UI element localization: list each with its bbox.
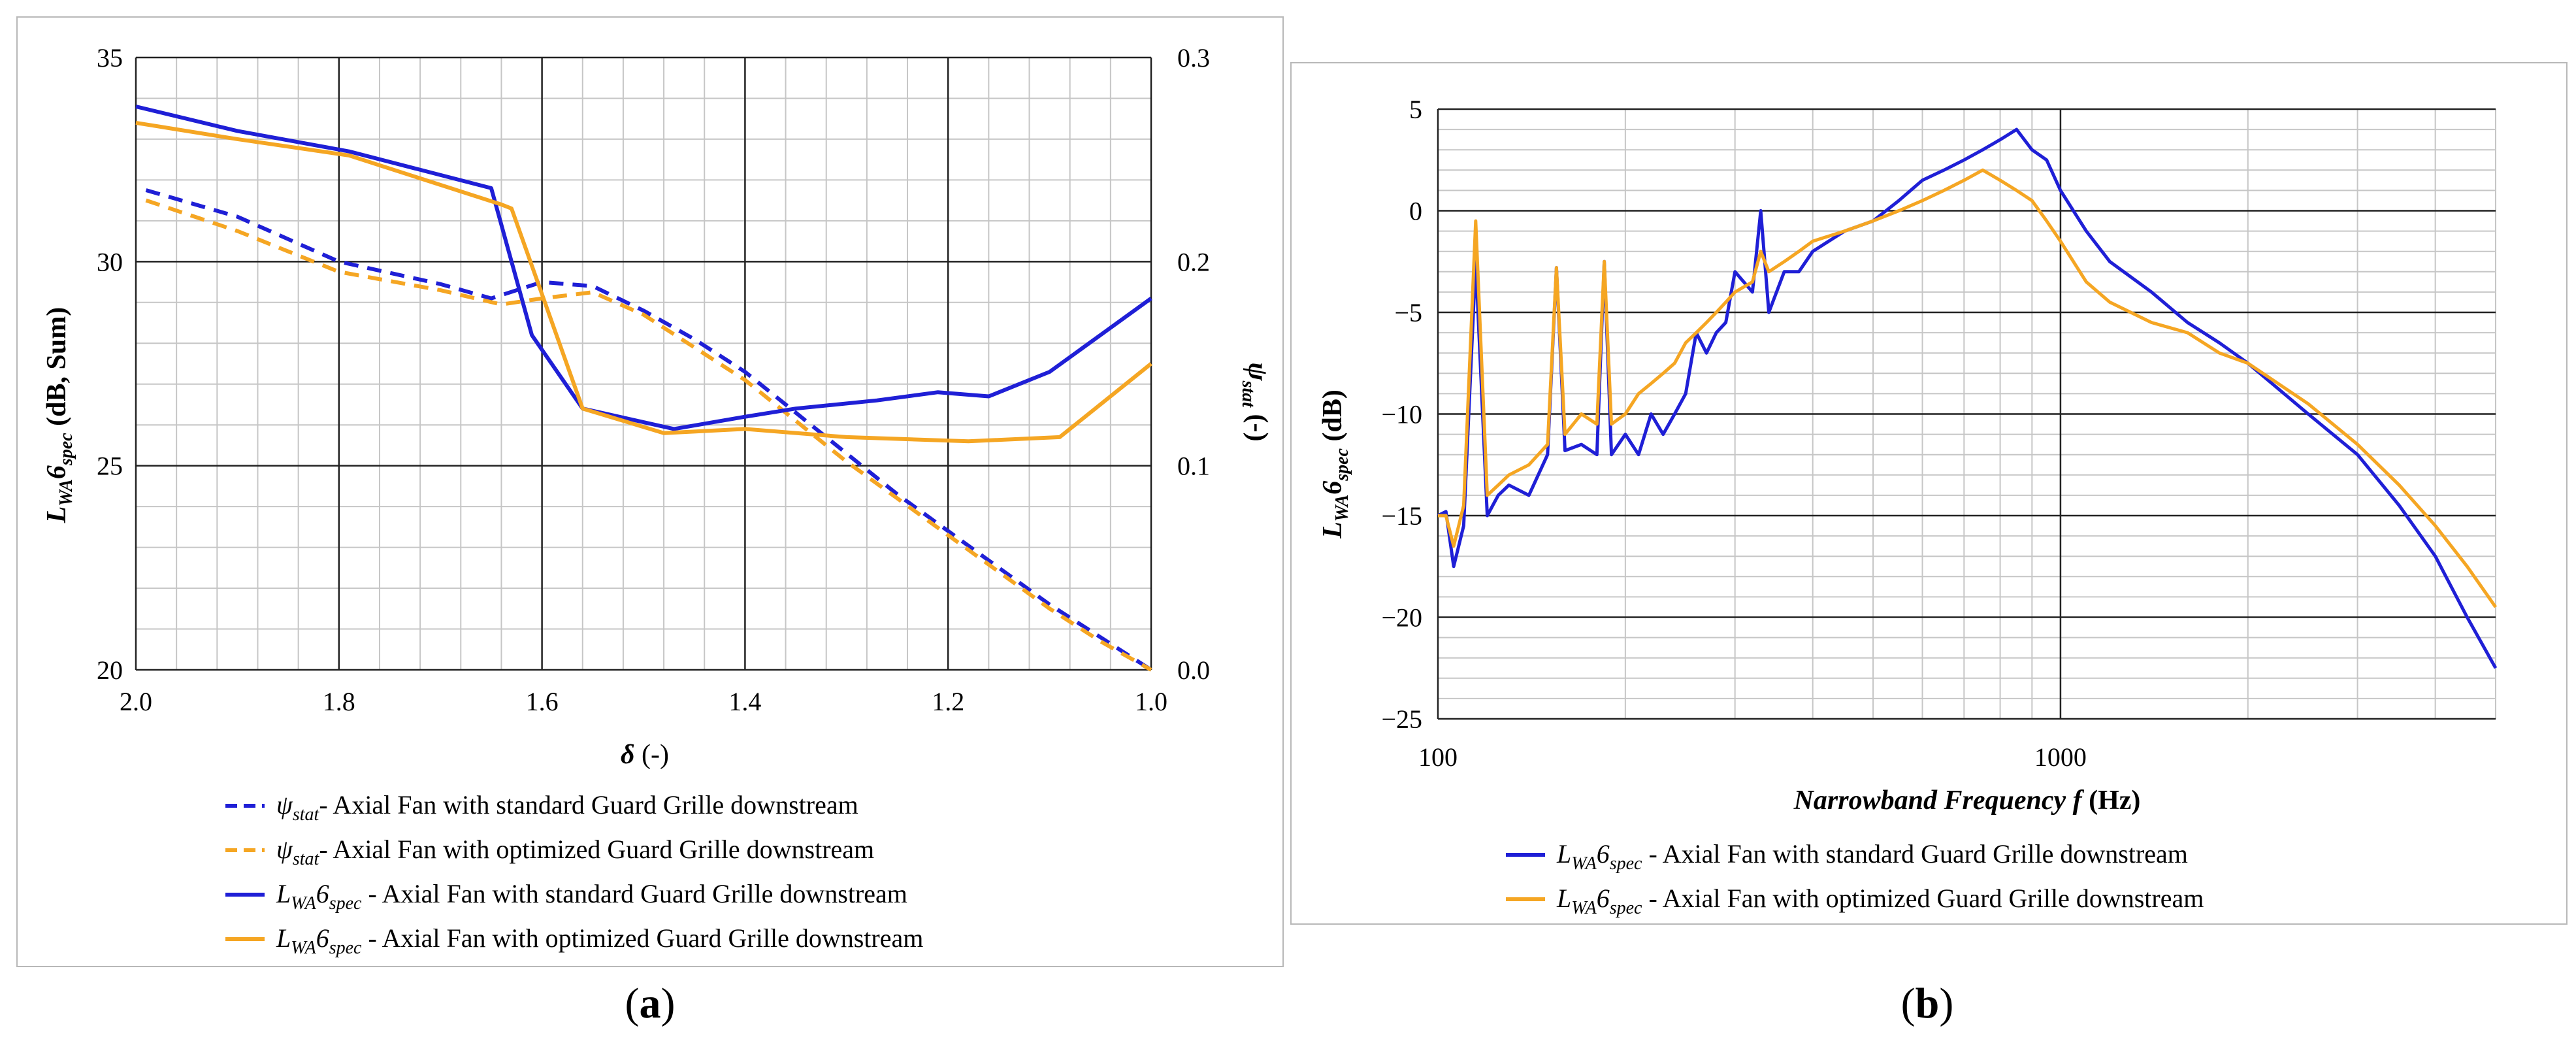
- chart-b-ytick-label: −10: [1381, 400, 1422, 429]
- chart-a-ytick-right-label: 0.3: [1177, 43, 1210, 73]
- chart-a-legend-1-label: ψstat- Axial Fan with standard Guard Gri…: [276, 790, 858, 825]
- chart-b-legend-1-label: LWA6spec - Axial Fan with standard Guard…: [1556, 839, 2188, 874]
- chart-b-series-2-line: [1438, 168, 2498, 608]
- chart-a-ytick-right-label: 0.2: [1177, 247, 1210, 276]
- chart-a-series-1-line: [145, 188, 1152, 672]
- chart-a-xtick-label: 1.6: [526, 687, 559, 716]
- chart-a: 2.0 1.8 1.6 1.4 1.2 1.0 20 25 30 35 0.0 0.1 0.2 0.3 δ…: [42, 43, 1273, 958]
- chart-a-ytick-right-label: 0.0: [1177, 655, 1210, 685]
- chart-a-xtick-label: 1.2: [932, 687, 964, 716]
- chart-b-ytick-label: 5: [1409, 95, 1422, 124]
- chart-b-xtick-label: 1000: [2034, 742, 2087, 772]
- chart-a-legend-4-label: LWA6spec - Axial Fan with optimized Guar…: [276, 923, 923, 958]
- chart-b-legend-2-label: LWA6spec - Axial Fan with optimized Guar…: [1556, 884, 2204, 918]
- chart-a-xlabel: δ (-): [621, 740, 669, 770]
- chart-a-ytick-left-label: 30: [97, 247, 123, 276]
- chart-a-ytick-left-label: 35: [97, 43, 123, 73]
- chart-b-ytick-label: −5: [1394, 298, 1422, 327]
- chart-a-series-4-line: [135, 120, 1152, 444]
- chart-b-ytick-label: −15: [1381, 501, 1422, 531]
- chart-b-ytick-label: −20: [1381, 603, 1422, 633]
- chart-a-frame: [16, 16, 1284, 967]
- chart-a-ytick-left-label: 25: [97, 452, 123, 481]
- chart-b-xtick-label: 100: [1418, 742, 1458, 772]
- chart-a-series-2-line: [145, 198, 1152, 672]
- chart-a-legend-2-label: ψstat- Axial Fan with optimized Guard Gr…: [276, 835, 874, 869]
- caption-b: (b): [1900, 980, 1954, 1027]
- chart-b: 100 1000 5 0 −5 −10 −15 −20 −25 Narrowband Frequ…: [1318, 95, 2498, 918]
- chart-a-xtick-label: 1.4: [728, 687, 761, 716]
- chart-b-ytick-label: −25: [1381, 704, 1422, 734]
- chart-a-ytick-right-label: 0.1: [1177, 452, 1210, 481]
- chart-a-legend-3-label: LWA6spec - Axial Fan with standard Guard…: [276, 879, 907, 914]
- chart-a-xtick-label: 1.0: [1135, 687, 1167, 716]
- chart-a-xtick-label: 1.8: [323, 687, 355, 716]
- chart-a-series-3-line: [135, 105, 1152, 431]
- chart-b-frame: [1290, 62, 2568, 925]
- chart-b-ylabel: LWA6spec (dB): [1318, 389, 1352, 539]
- chart-a-xtick-label: 2.0: [120, 687, 152, 716]
- chart-a-ytick-left-label: 20: [97, 655, 123, 685]
- chart-a-ylabel-right: ψstat (-): [1238, 363, 1273, 442]
- chart-a-ylabel-left: LWA6spec (dB, Sum): [42, 307, 76, 523]
- caption-a: (a): [625, 980, 676, 1027]
- chart-b-ytick-label: 0: [1409, 197, 1422, 226]
- chart-b-xlabel: Narrowband Frequency f (Hz): [1793, 786, 2141, 816]
